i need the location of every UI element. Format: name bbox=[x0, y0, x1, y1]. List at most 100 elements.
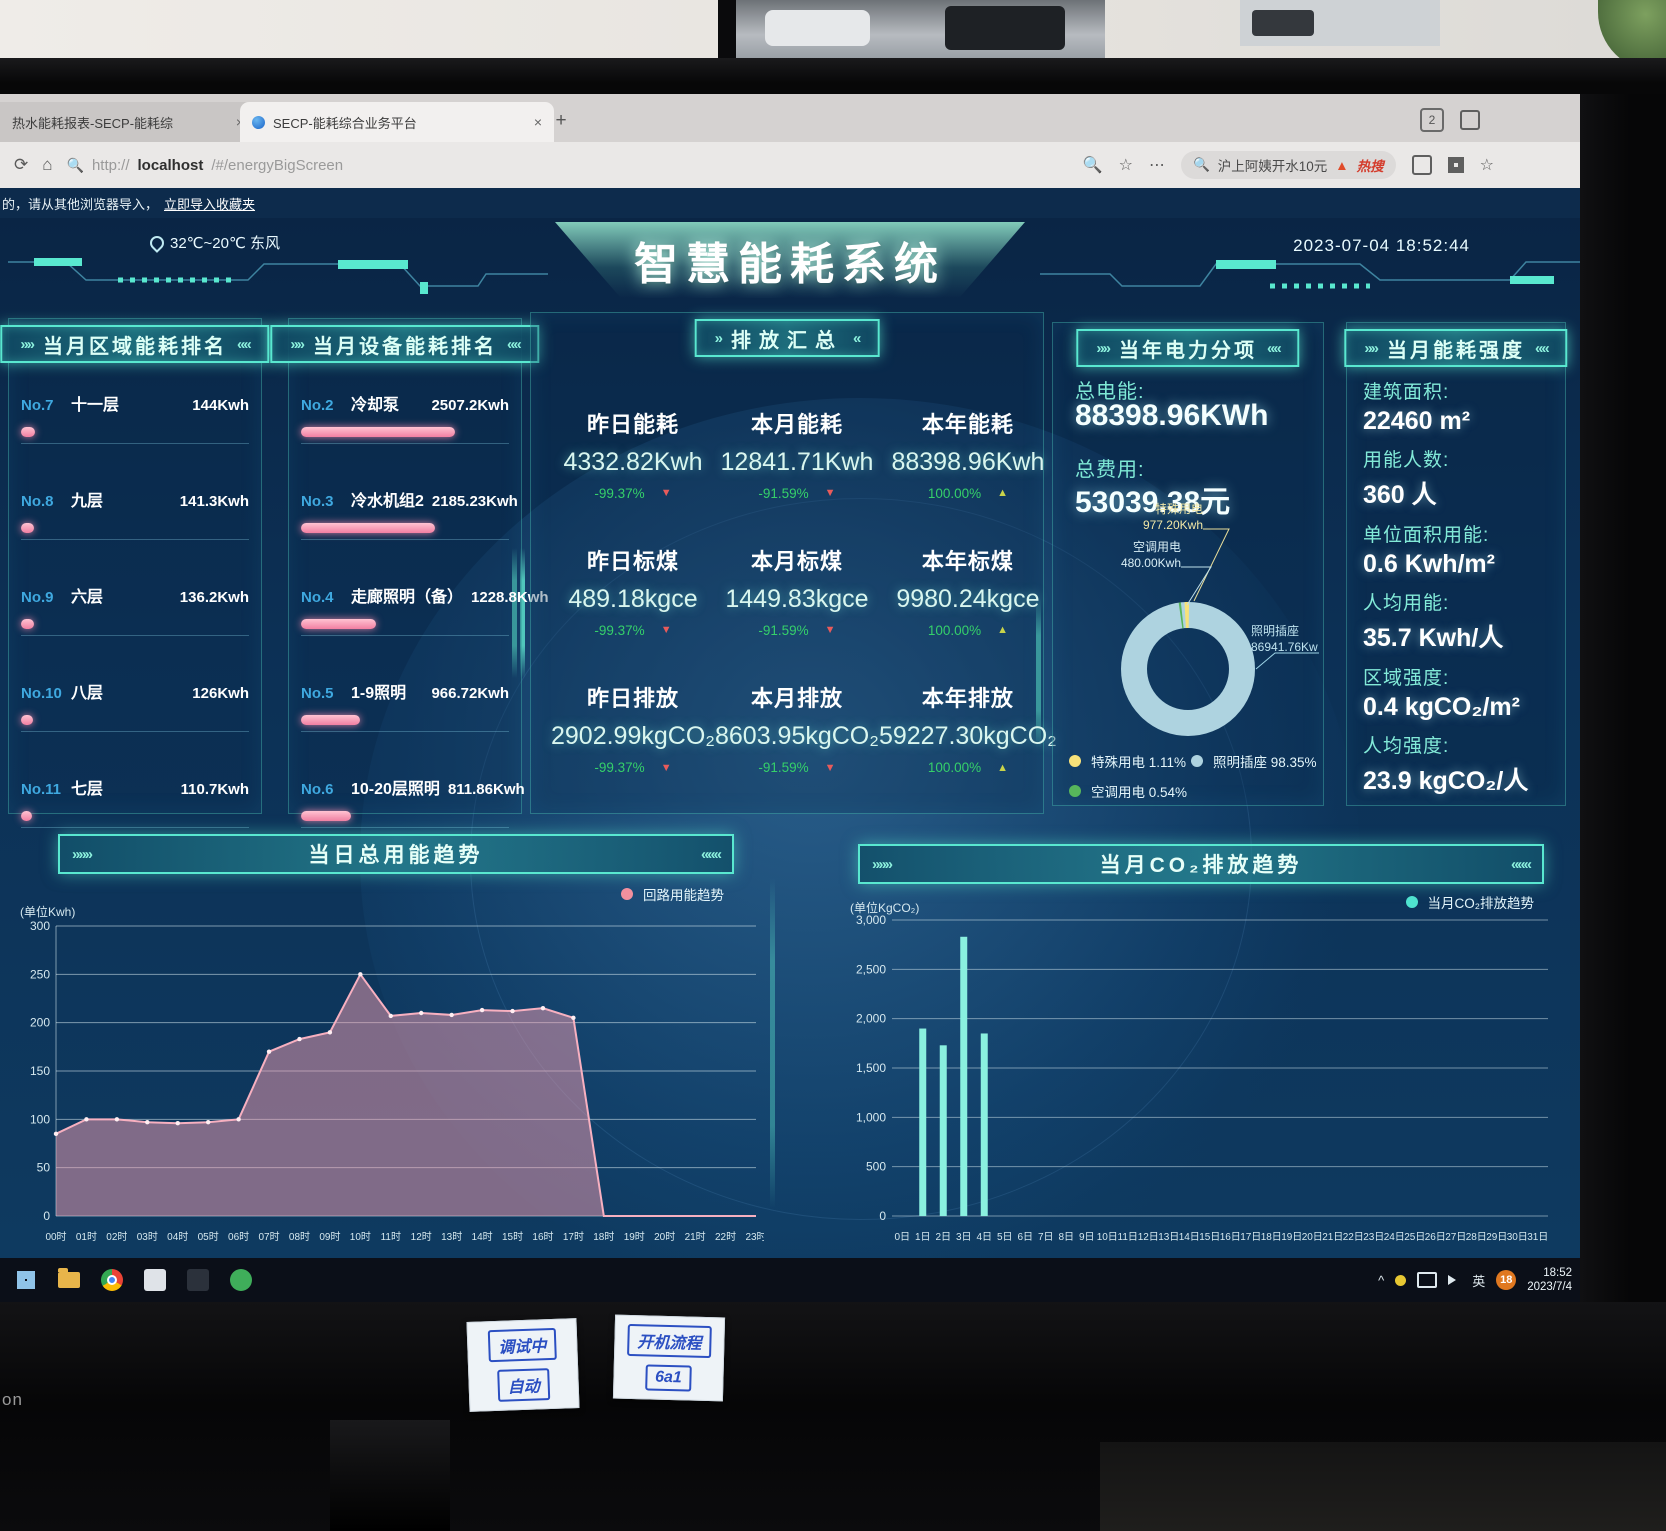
rank-bar-track bbox=[301, 811, 509, 828]
zoom-icon[interactable]: 🔍 bbox=[1082, 157, 1103, 174]
header-circuit-decoration-left bbox=[8, 258, 548, 294]
intensity-row: 单位面积用能: 0.6 Kwh/m² bbox=[1363, 520, 1555, 579]
down-arrow-icon: ▼ bbox=[824, 487, 836, 500]
wps-app-icon[interactable] bbox=[224, 1263, 258, 1297]
percent-text: -99.37% bbox=[594, 485, 645, 501]
percent-text: 100.00% bbox=[927, 485, 982, 501]
start-button[interactable] bbox=[9, 1263, 43, 1297]
import-bookmarks-link[interactable]: 立即导入收藏夹 bbox=[164, 196, 256, 212]
x-tick-label: 17日 bbox=[1240, 1232, 1261, 1243]
intensity-row: 建筑面积: 22460 m² bbox=[1363, 377, 1555, 436]
browser-tab-2-active[interactable]: SECP-能耗综合业务平台 × bbox=[240, 102, 554, 142]
emission-percent: -99.37% ▼ bbox=[594, 623, 671, 638]
total-energy-value: 88398.96KWh bbox=[1075, 399, 1269, 432]
tab-title: SECP-能耗综合业务平台 bbox=[273, 115, 417, 131]
emission-grid: 昨日能耗 4332.82Kwh -99.37% ▼ 本月能耗 12841.71Kwh -91… bbox=[551, 385, 1057, 797]
file-explorer-icon[interactable] bbox=[52, 1263, 86, 1297]
rank-value: 2507.2Kwh bbox=[431, 397, 509, 414]
intensity-label: 建筑面积: bbox=[1363, 382, 1450, 403]
rank-row: No.2 冷却泵 2507.2Kwh bbox=[289, 381, 521, 477]
terminal-app-icon[interactable] bbox=[181, 1263, 215, 1297]
emission-label: 昨日排放 bbox=[586, 686, 679, 712]
chrome-icon[interactable] bbox=[95, 1263, 129, 1297]
emission-value: 4332.82Kwh bbox=[563, 447, 703, 476]
down-arrow-icon: ▼ bbox=[660, 624, 672, 637]
x-tick-label: 22时 bbox=[715, 1231, 736, 1243]
tab-title: 热水能耗报表-SECP-能耗综 bbox=[12, 115, 174, 131]
rank-number: No.11 bbox=[21, 781, 62, 798]
y-tick-label: 1,500 bbox=[856, 1061, 886, 1075]
browser-window-icon[interactable] bbox=[1460, 110, 1480, 130]
tray-volume-icon[interactable] bbox=[1448, 1275, 1462, 1285]
divider-bar bbox=[770, 878, 775, 1208]
donut-callout-lighting: 照明插座 86941.76Kw bbox=[1251, 624, 1318, 655]
sidebar-icon[interactable] bbox=[1411, 155, 1432, 175]
panel-emission-summary: » 排放汇总 « 昨日能耗 4332.82Kwh -99.37% ▼ 本月能耗 12841.7… bbox=[530, 312, 1057, 814]
rank-bar-track bbox=[301, 715, 509, 732]
x-tick-label: 12日 bbox=[1138, 1232, 1159, 1243]
emission-percent: 100.00% ▲ bbox=[928, 486, 1008, 501]
apps-grid-icon[interactable] bbox=[1447, 157, 1464, 173]
clock-date: 2023/7/4 bbox=[1527, 1281, 1572, 1293]
taskbar-clock[interactable]: 18:52 2023/7/4 bbox=[1527, 1266, 1572, 1295]
new-tab-button[interactable]: + bbox=[555, 110, 567, 131]
bar-chart-legend: 当月CO₂排放趋势 bbox=[1405, 892, 1535, 912]
emission-value: 59227.30kgCO₂ bbox=[878, 722, 1057, 751]
x-tick-label: 19时 bbox=[624, 1231, 645, 1243]
more-menu-icon[interactable]: ⋯ bbox=[1148, 157, 1165, 174]
divider-bar bbox=[520, 548, 525, 678]
y-tick-label: 3,000 bbox=[856, 913, 886, 927]
display-edge bbox=[718, 0, 736, 58]
browser-tab-1[interactable]: 热水能耗报表-SECP-能耗综 × bbox=[0, 102, 257, 142]
data-point bbox=[449, 1012, 454, 1018]
legend-label: 特殊用电 1.11% bbox=[1091, 755, 1187, 770]
x-tick-label: 10日 bbox=[1097, 1232, 1118, 1243]
down-arrow-icon: ▼ bbox=[824, 624, 836, 637]
rank-value: 144Kwh bbox=[192, 397, 249, 414]
favorite-star-icon[interactable]: ☆ bbox=[1479, 157, 1494, 174]
hot-search-pill[interactable]: 🔍 沪上阿姨开水10元 ▲ 热搜 bbox=[1180, 151, 1396, 179]
rank-bar bbox=[301, 811, 351, 821]
legend-label: 当月CO₂排放趋势 bbox=[1427, 896, 1535, 911]
x-tick-label: 9日 bbox=[1079, 1232, 1095, 1243]
tray-display-icon[interactable] bbox=[1417, 1272, 1438, 1288]
tray-color-icon[interactable] bbox=[1395, 1274, 1407, 1286]
data-point bbox=[205, 1120, 211, 1125]
x-tick-label: 11日 bbox=[1118, 1232, 1138, 1243]
data-point bbox=[327, 1030, 333, 1035]
y-tick-label: 0 bbox=[879, 1209, 886, 1223]
reload-icon[interactable]: ⟳ bbox=[14, 155, 29, 174]
chart-title-bar: »»» 当月CO₂排放趋势 ««« bbox=[858, 844, 1544, 884]
tab-close-icon[interactable]: × bbox=[236, 114, 244, 130]
emission-percent: -91.59% ▼ bbox=[758, 486, 835, 501]
photos-app-icon[interactable] bbox=[138, 1263, 172, 1297]
x-tick-label: 20时 bbox=[654, 1231, 675, 1243]
tab-counter-badge[interactable]: 2 bbox=[1420, 108, 1444, 132]
emission-percent: 100.00% ▲ bbox=[928, 623, 1008, 638]
legend-dot bbox=[1069, 785, 1081, 797]
tray-notification-badge[interactable]: 18 bbox=[1496, 1270, 1517, 1290]
x-tick-label: 22日 bbox=[1343, 1232, 1364, 1243]
tray-expand-caret[interactable]: ^ bbox=[1378, 1272, 1385, 1288]
bookmark-star-icon[interactable]: ☆ bbox=[1118, 157, 1133, 174]
monitor-top-bezel bbox=[0, 58, 1666, 94]
panel-device-energy-ranking: »» 当月设备能耗排名 «« No.2 冷却泵 2507.2Kwh No.3 冷水机组2 21… bbox=[270, 318, 549, 828]
tray-language-indicator[interactable]: 英 bbox=[1472, 1273, 1486, 1289]
up-arrow-icon: ▲ bbox=[997, 761, 1008, 774]
y-tick-label: 200 bbox=[30, 1016, 50, 1030]
rank-line: No.9 六层 136.2Kwh bbox=[21, 583, 249, 607]
home-icon[interactable]: ⌂ bbox=[42, 155, 53, 174]
y-tick-label: 500 bbox=[866, 1160, 886, 1174]
area-fill bbox=[56, 974, 756, 1216]
up-arrow-icon: ▲ bbox=[997, 487, 1008, 500]
tab-close-icon[interactable]: × bbox=[533, 114, 542, 130]
data-point bbox=[53, 1131, 59, 1137]
intensity-value: 22460 m² bbox=[1363, 407, 1471, 435]
rank-number: No.5 bbox=[301, 685, 334, 702]
percent-text: -91.59% bbox=[758, 485, 809, 501]
x-tick-label: 07时 bbox=[258, 1231, 279, 1243]
windows-taskbar: ^ 英 18 18:52 2023/7/4 bbox=[0, 1258, 1580, 1302]
rank-row: No.3 冷水机组2 2185.23Kwh bbox=[289, 477, 521, 573]
url-field[interactable]: 🔍 http:// localhost /#/energyBigScreen bbox=[67, 157, 344, 174]
panel-title-bar: »» 当年电力分项 «« bbox=[1076, 329, 1300, 367]
